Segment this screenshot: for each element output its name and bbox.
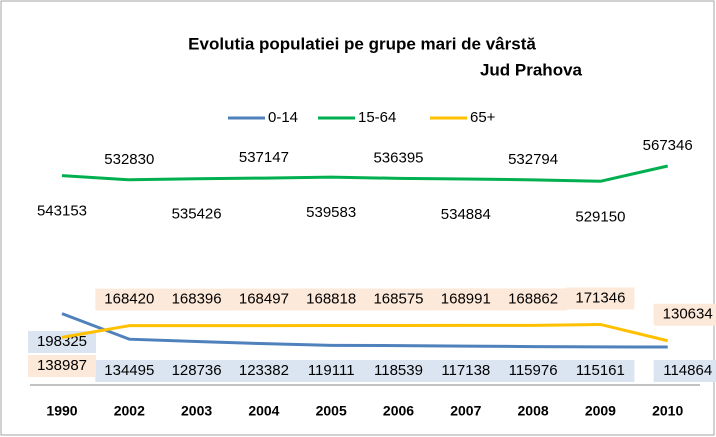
data-label-bg bbox=[653, 303, 716, 326]
data-label-bg bbox=[566, 360, 635, 382]
data-label-bg bbox=[364, 360, 433, 382]
x-tick-label: 2010 bbox=[652, 403, 683, 419]
data-label: 114864 bbox=[663, 362, 712, 379]
data-label: 115976 bbox=[509, 362, 558, 379]
data-label: 168420 bbox=[104, 291, 154, 308]
data-label-bg bbox=[566, 287, 635, 310]
series-line bbox=[61, 322, 669, 343]
data-label: 168991 bbox=[441, 290, 491, 307]
chart-subtitle: Jud Prahova bbox=[480, 60, 583, 79]
data-label-bg bbox=[229, 360, 298, 382]
x-tick-label: 2006 bbox=[383, 403, 414, 419]
data-label-bg bbox=[499, 288, 568, 311]
data-label: 119111 bbox=[308, 362, 355, 379]
x-tick-label: 2009 bbox=[585, 403, 616, 419]
data-label: 118539 bbox=[374, 362, 423, 379]
chart-title: Evolutia populatiei pe grupe mari de vâr… bbox=[188, 34, 536, 53]
legend-label: 0-14 bbox=[268, 109, 298, 126]
data-label: 567346 bbox=[643, 137, 693, 154]
data-label: 168396 bbox=[172, 291, 222, 308]
series-line bbox=[61, 164, 669, 183]
data-label-bg bbox=[95, 360, 164, 382]
data-label-bg bbox=[431, 288, 500, 311]
data-label-bg bbox=[28, 331, 96, 353]
data-label: 532830 bbox=[104, 151, 154, 168]
data-label-bg bbox=[364, 288, 433, 311]
data-label: 168818 bbox=[306, 290, 356, 307]
data-label: 535426 bbox=[172, 206, 222, 223]
x-tick-label: 2004 bbox=[248, 403, 279, 419]
data-label: 130634 bbox=[663, 306, 713, 323]
data-label-bg bbox=[162, 288, 231, 311]
data-label: 138987 bbox=[37, 357, 87, 374]
data-label: 534884 bbox=[441, 206, 491, 223]
data-label: 171346 bbox=[575, 289, 625, 306]
data-label-bg bbox=[297, 360, 366, 382]
data-label: 134495 bbox=[104, 362, 154, 379]
legend-label: 15-64 bbox=[358, 109, 396, 126]
x-tick-label: 2002 bbox=[114, 403, 145, 419]
data-label: 529150 bbox=[575, 208, 625, 225]
series-line bbox=[61, 312, 668, 349]
x-tick-label: 2003 bbox=[181, 403, 212, 419]
x-tick-label: 2007 bbox=[450, 403, 481, 419]
data-label-bg bbox=[95, 288, 164, 311]
data-label-bg bbox=[28, 355, 96, 377]
data-label-bg bbox=[653, 360, 716, 382]
data-label: 537147 bbox=[239, 149, 289, 166]
data-label: 117138 bbox=[441, 362, 490, 379]
data-label: 536395 bbox=[373, 149, 423, 166]
data-label: 532794 bbox=[508, 151, 558, 168]
data-label: 168862 bbox=[508, 290, 558, 307]
data-label-bg bbox=[499, 360, 568, 382]
data-label: 168575 bbox=[373, 291, 423, 308]
data-label: 128736 bbox=[172, 362, 222, 379]
data-label: 123382 bbox=[239, 362, 289, 379]
data-label: 543153 bbox=[37, 203, 87, 220]
data-label: 539583 bbox=[306, 204, 356, 221]
data-label-bg bbox=[229, 288, 298, 311]
data-label: 115161 bbox=[576, 362, 625, 379]
x-tick-label: 1990 bbox=[46, 403, 77, 419]
data-label: 198325 bbox=[37, 333, 87, 350]
x-tick-label: 2005 bbox=[316, 403, 347, 419]
data-label-bg bbox=[297, 288, 366, 311]
x-tick-label: 2008 bbox=[518, 403, 549, 419]
data-label: 168497 bbox=[239, 291, 289, 308]
legend-label: 65+ bbox=[470, 109, 496, 126]
data-label-bg bbox=[431, 360, 500, 382]
data-label-bg bbox=[162, 360, 231, 382]
